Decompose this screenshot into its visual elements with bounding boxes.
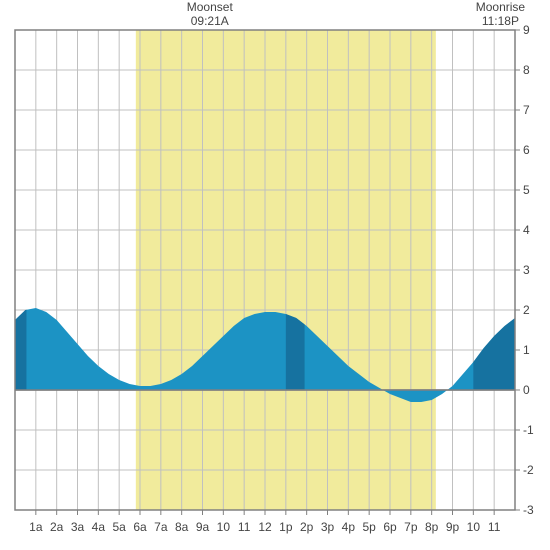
x-axis-label: 1a bbox=[29, 520, 42, 534]
x-axis-label: 4a bbox=[92, 520, 105, 534]
x-axis-label: 4p bbox=[342, 520, 355, 534]
tide-chart bbox=[0, 0, 550, 550]
x-axis-label: 12 bbox=[258, 520, 271, 534]
x-axis-label: 8p bbox=[425, 520, 438, 534]
x-axis-label: 11 bbox=[238, 520, 250, 534]
tide-area-dark-1 bbox=[286, 314, 305, 390]
moonset-time: 09:21A bbox=[170, 14, 250, 28]
tide-area-dark-0 bbox=[15, 310, 26, 390]
moonrise-time: 11:18P bbox=[460, 14, 540, 28]
x-axis-label: 9p bbox=[446, 520, 459, 534]
moonset: Moonset09:21A bbox=[170, 0, 250, 29]
y-axis-label: 0 bbox=[523, 383, 530, 397]
x-axis-label: 8a bbox=[175, 520, 188, 534]
y-axis-label: 4 bbox=[523, 223, 530, 237]
y-axis-label: -3 bbox=[523, 503, 534, 517]
x-axis-label: 11 bbox=[488, 520, 500, 534]
y-axis-label: 1 bbox=[523, 343, 530, 357]
x-axis-label: 6p bbox=[383, 520, 396, 534]
x-axis-label: 6a bbox=[133, 520, 146, 534]
x-axis-label: 7a bbox=[154, 520, 167, 534]
x-axis-label: 7p bbox=[404, 520, 417, 534]
y-axis-label: 7 bbox=[523, 103, 530, 117]
x-axis-label: 2p bbox=[300, 520, 313, 534]
y-axis-label: 6 bbox=[523, 143, 530, 157]
x-axis-label: 5p bbox=[362, 520, 375, 534]
moonrise-label: Moonrise bbox=[460, 0, 540, 14]
moonset-label: Moonset bbox=[170, 0, 250, 14]
x-axis-label: 10 bbox=[467, 520, 480, 534]
x-axis-label: 5a bbox=[112, 520, 125, 534]
y-axis-label: -1 bbox=[523, 423, 534, 437]
y-axis-label: 2 bbox=[523, 303, 530, 317]
x-axis-label: 10 bbox=[217, 520, 230, 534]
y-axis-label: 3 bbox=[523, 263, 530, 277]
x-axis-label: 9a bbox=[196, 520, 209, 534]
x-axis-label: 3p bbox=[321, 520, 334, 534]
y-axis-label: 8 bbox=[523, 63, 530, 77]
y-axis-label: -2 bbox=[523, 463, 534, 477]
x-axis-label: 1p bbox=[279, 520, 292, 534]
x-axis-label: 2a bbox=[50, 520, 63, 534]
moonrise: Moonrise11:18P bbox=[460, 0, 540, 29]
y-axis-label: 5 bbox=[523, 183, 530, 197]
x-axis-label: 3a bbox=[71, 520, 84, 534]
